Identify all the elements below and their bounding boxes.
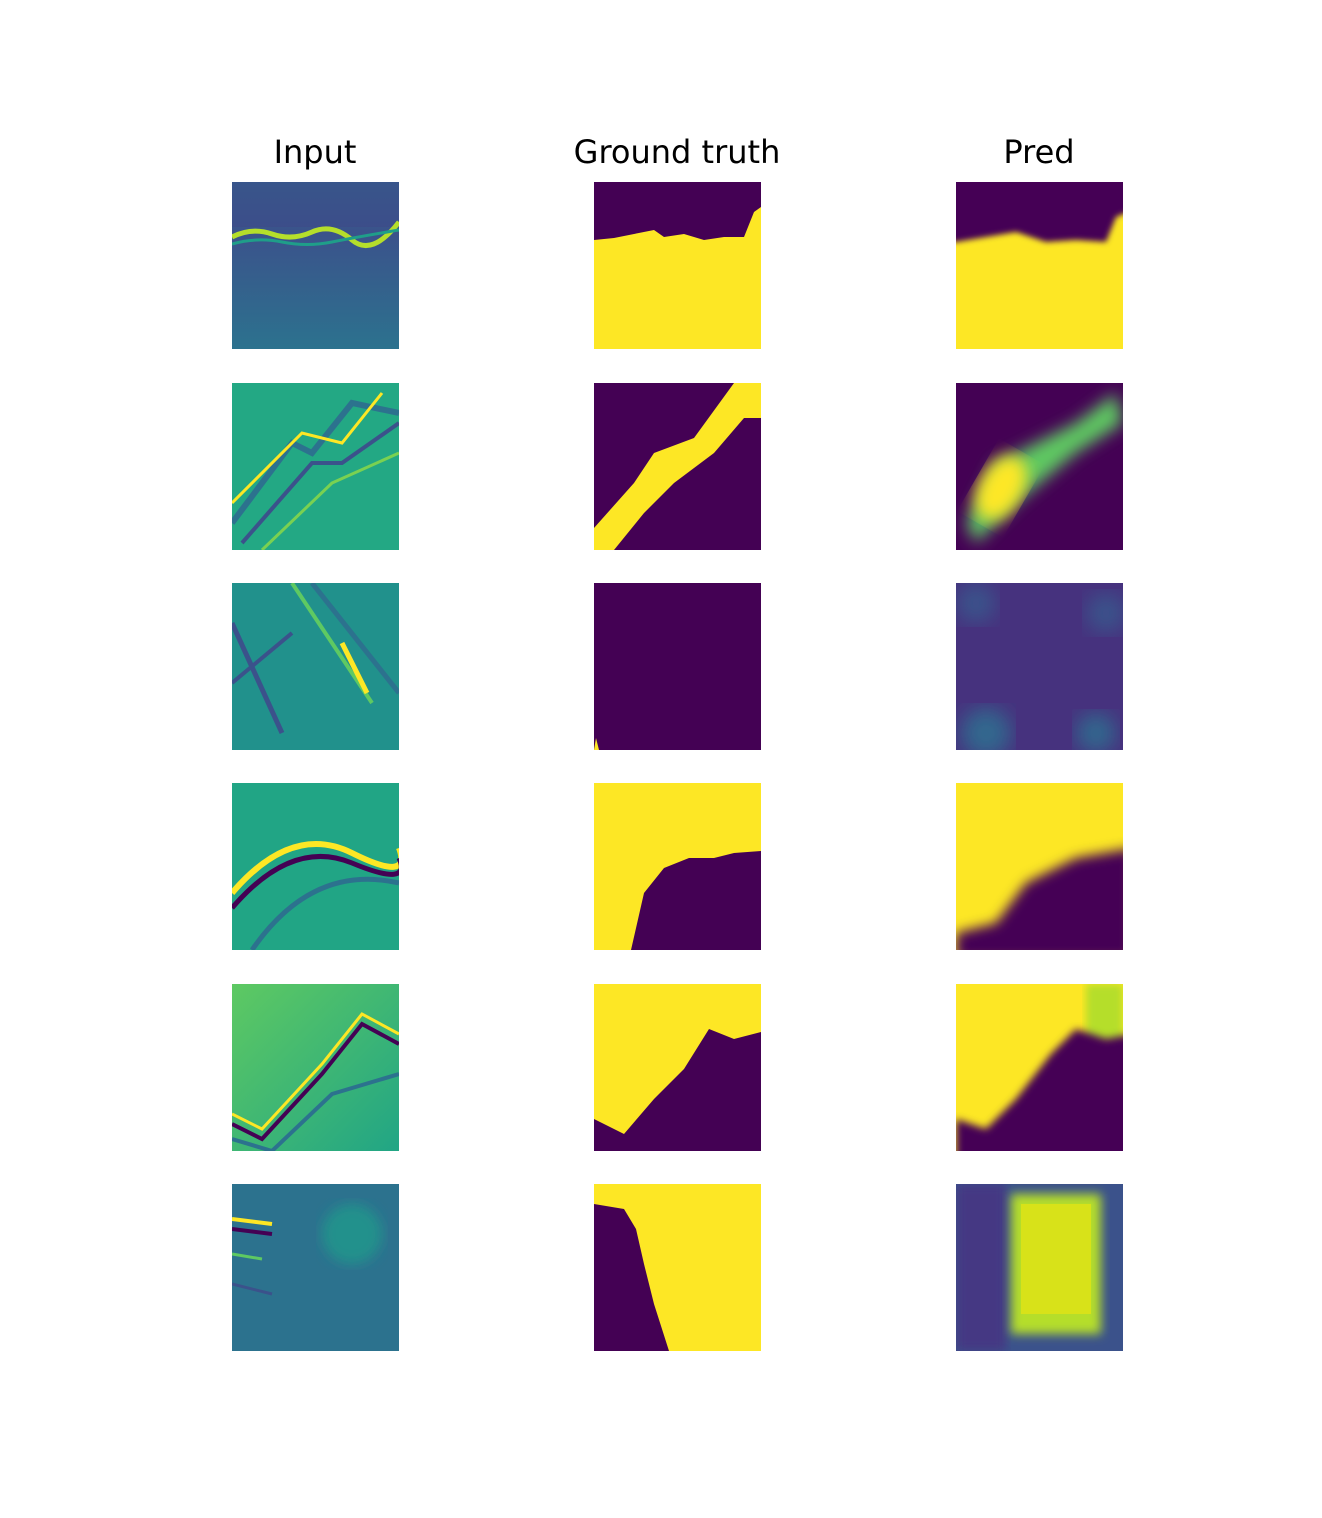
pred-mask-1	[956, 182, 1123, 349]
input-image-4	[232, 783, 399, 950]
input-image-3	[232, 583, 399, 750]
ground-truth-mask-5	[594, 984, 761, 1151]
input-image-1	[232, 182, 399, 349]
pred-mask-2	[956, 383, 1123, 550]
input-image-5	[232, 984, 399, 1151]
column-title-input: Input	[273, 133, 357, 171]
pred-mask-4	[956, 783, 1123, 950]
ground-truth-mask-6	[594, 1184, 761, 1351]
pred-mask-5	[956, 984, 1123, 1151]
ground-truth-mask-2	[594, 383, 761, 550]
ground-truth-mask-1	[594, 182, 761, 349]
pred-mask-6	[956, 1184, 1123, 1351]
column-title-ground-truth: Ground truth	[573, 133, 781, 171]
ground-truth-mask-3	[594, 583, 761, 750]
ground-truth-mask-4	[594, 783, 761, 950]
input-image-2	[232, 383, 399, 550]
pred-mask-3	[956, 583, 1123, 750]
column-title-pred: Pred	[1003, 133, 1075, 171]
input-image-6	[232, 1184, 399, 1351]
